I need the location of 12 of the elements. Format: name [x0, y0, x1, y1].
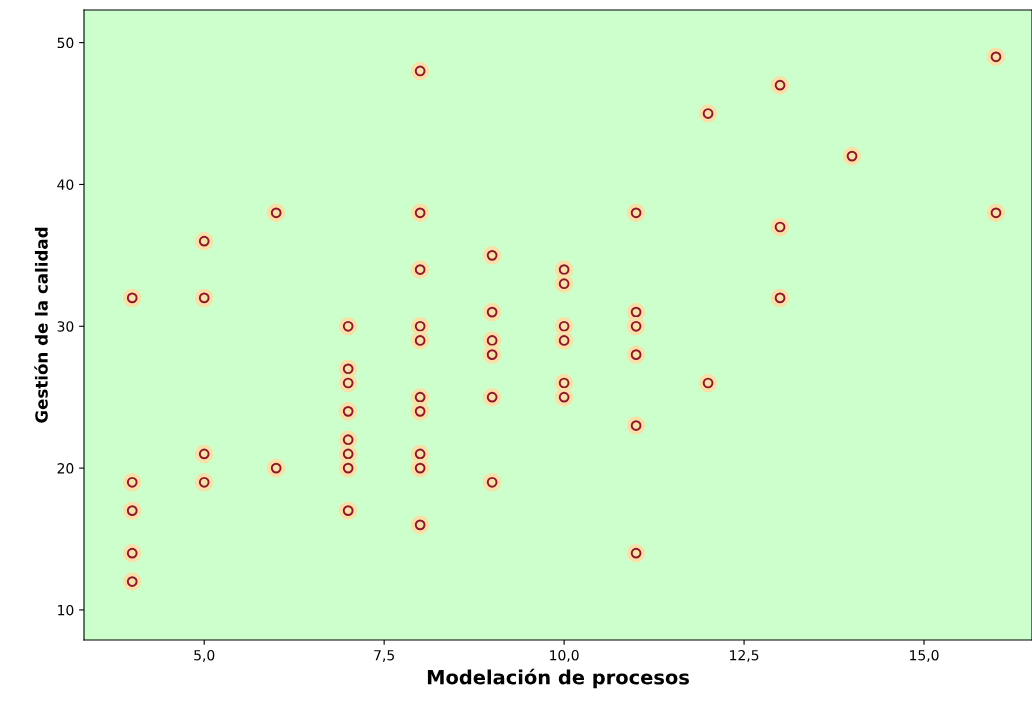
x-axis-title: Modelación de procesos — [427, 668, 689, 689]
x-tick-label: 5,0 — [194, 649, 215, 662]
y-tick-label: 20 — [57, 463, 74, 474]
x-tick-label: 7,5 — [374, 650, 394, 662]
y-tick-label: 50 — [57, 37, 74, 49]
y-tick-label: 10 — [58, 604, 74, 616]
y-axis-title: Gestión de la calidad — [34, 227, 48, 423]
x-tick-label: 15,0 — [910, 649, 939, 662]
y-tick-label: 40 — [57, 179, 74, 190]
x-tick-label: 10,0 — [550, 649, 579, 662]
x-tick-label: 12,5 — [730, 649, 759, 662]
y-tick-label: 30 — [57, 321, 74, 332]
